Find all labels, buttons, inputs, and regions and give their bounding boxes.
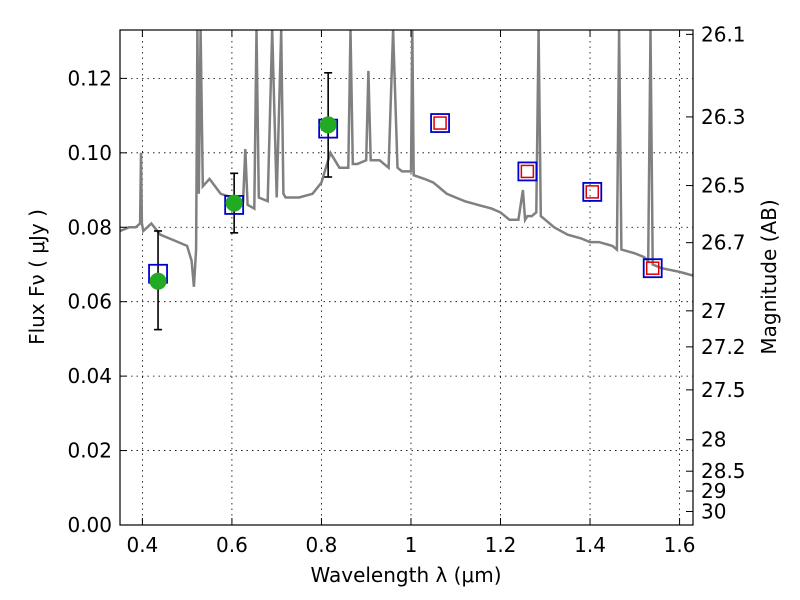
y-tick-label: 0.08 bbox=[67, 215, 112, 239]
model-box-marker bbox=[642, 258, 663, 279]
plot-frame bbox=[119, 29, 694, 526]
x-tick-label: 1.2 bbox=[485, 533, 517, 557]
y-tick-label: 0.02 bbox=[67, 439, 112, 463]
upper-limit-marker bbox=[585, 185, 600, 199]
right-tick-label: 27 bbox=[701, 299, 726, 323]
model-box-marker bbox=[582, 181, 603, 202]
upper-limit-marker bbox=[433, 116, 447, 130]
observed-point bbox=[149, 272, 167, 290]
right-tick-label: 28.5 bbox=[701, 459, 746, 483]
spectrum-line bbox=[120, 30, 693, 287]
x-axis-ticks: 0.4 0.6 0.8 1 1.2 1.4 1.6 bbox=[126, 30, 695, 557]
right-tick-label: 28 bbox=[701, 428, 726, 452]
upper-limit-marker bbox=[520, 164, 535, 179]
y-tick-label: 0.10 bbox=[67, 141, 112, 165]
x-tick-label: 0.8 bbox=[306, 533, 338, 557]
right-tick-label: 26.1 bbox=[701, 22, 746, 46]
observed-point bbox=[225, 194, 243, 212]
observed-point bbox=[319, 116, 337, 134]
x-tick-label: 1 bbox=[405, 533, 418, 557]
x-tick-label: 0.6 bbox=[216, 533, 248, 557]
y-axis-label: Flux Fν ( μJy ) bbox=[25, 209, 49, 345]
right-tick-label: 26.3 bbox=[701, 105, 746, 129]
x-tick-label: 1.4 bbox=[574, 533, 606, 557]
y-tick-label: 0.06 bbox=[67, 290, 112, 314]
y-axis-ticks: 0.00 0.02 0.04 0.06 0.08 0.10 0.12 bbox=[67, 66, 127, 537]
x-tick-label: 1.6 bbox=[664, 533, 696, 557]
right-tick-label: 27.2 bbox=[701, 335, 746, 359]
right-tick-label: 30 bbox=[701, 499, 726, 523]
right-tick-label: 26.5 bbox=[701, 174, 746, 198]
observed-points bbox=[149, 116, 337, 290]
upper-limit-markers bbox=[433, 116, 660, 275]
model-box-marker bbox=[517, 161, 538, 182]
plot-area bbox=[120, 30, 693, 331]
upper-limit-marker bbox=[645, 261, 660, 275]
y-tick-label: 0.12 bbox=[67, 66, 112, 90]
x-axis-label: Wavelength λ (μm) bbox=[310, 563, 501, 587]
right-axis-label: Magnitude (AB) bbox=[757, 199, 781, 354]
y-tick-label: 0.04 bbox=[67, 364, 112, 388]
right-tick-label: 26.7 bbox=[701, 231, 746, 255]
right-tick-label: 27.5 bbox=[701, 378, 746, 402]
y-tick-label: 0.00 bbox=[67, 513, 112, 537]
model-box-marker bbox=[430, 113, 450, 133]
right-tick-label: 29 bbox=[701, 479, 726, 503]
x-tick-label: 0.4 bbox=[126, 533, 158, 557]
